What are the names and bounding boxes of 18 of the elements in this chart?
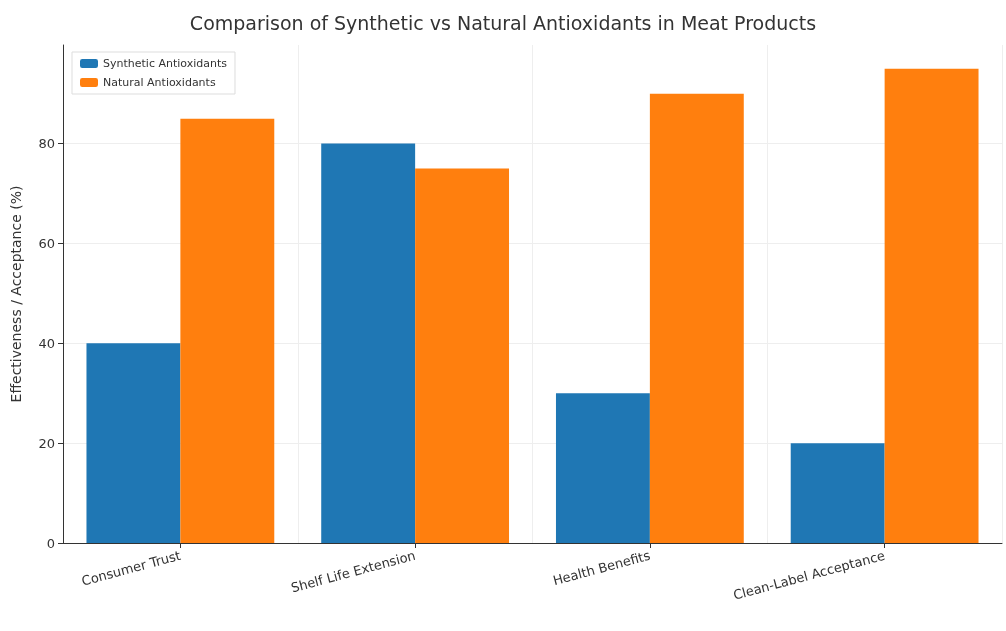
y-tick-label: 20 (38, 435, 55, 451)
chart-title: Comparison of Synthetic vs Natural Antioxidants in Meat Products (189, 11, 817, 34)
y-axis-title: Effectiveness / Acceptance (%) (8, 185, 24, 403)
y-tick-label: 40 (38, 335, 55, 351)
bar (321, 143, 416, 543)
y-tick-label: 0 (46, 535, 55, 551)
bar (649, 93, 744, 543)
y-tick-label: 60 (38, 235, 55, 251)
bar (790, 443, 885, 543)
bar (180, 118, 275, 543)
legend-label: Natural Antioxidants (103, 76, 216, 89)
x-tick-label: Health Benefits (551, 547, 653, 589)
bar (884, 68, 979, 543)
bar (555, 393, 650, 543)
legend-label: Synthetic Antioxidants (103, 57, 228, 70)
bar (415, 168, 510, 543)
y-tick-label: 80 (38, 136, 55, 152)
bar (86, 343, 181, 543)
